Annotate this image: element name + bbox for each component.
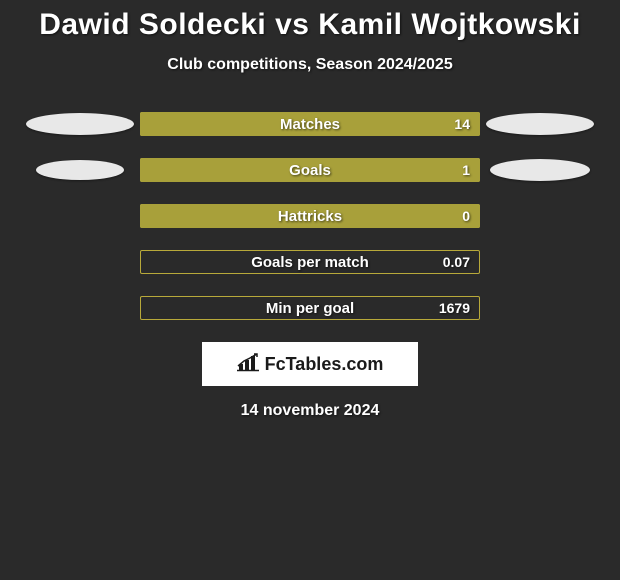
stat-row: Matches14 [0, 112, 620, 136]
stat-bar: Hattricks0 [140, 204, 480, 228]
stats-area: Matches14 Goals1 Hattricks0 Goals per match… [0, 112, 620, 320]
stat-label: Hattricks [140, 204, 480, 228]
left-ellipse-wrap [20, 113, 140, 135]
stat-row: Min per goal1679 [0, 296, 620, 320]
left-ellipse [26, 113, 134, 135]
stat-value: 1679 [439, 296, 470, 320]
stat-value: 0 [462, 204, 470, 228]
stat-bar: Goals per match0.07 [140, 250, 480, 274]
stat-row: Goals per match0.07 [0, 250, 620, 274]
stat-row: Goals1 [0, 158, 620, 182]
bar-chart-icon [237, 352, 261, 377]
stat-label: Min per goal [140, 296, 480, 320]
stat-value: 14 [454, 112, 470, 136]
stat-bar: Goals1 [140, 158, 480, 182]
stat-value: 1 [462, 158, 470, 182]
right-ellipse-wrap [480, 159, 600, 181]
right-ellipse [486, 113, 594, 135]
right-ellipse-wrap [480, 113, 600, 135]
stat-bar: Matches14 [140, 112, 480, 136]
left-ellipse [36, 160, 124, 180]
page-title: Dawid Soldecki vs Kamil Wojtkowski [0, 8, 620, 42]
stat-row: Hattricks0 [0, 204, 620, 228]
stat-label: Matches [140, 112, 480, 136]
date-text: 14 november 2024 [0, 402, 620, 420]
stat-label: Goals [140, 158, 480, 182]
logo-label: FcTables.com [265, 354, 384, 375]
stat-bar: Min per goal1679 [140, 296, 480, 320]
stat-value: 0.07 [443, 250, 470, 274]
subtitle: Club competitions, Season 2024/2025 [0, 56, 620, 74]
right-ellipse [490, 159, 590, 181]
comparison-infographic: Dawid Soldecki vs Kamil Wojtkowski Club … [0, 0, 620, 420]
logo-box: FcTables.com [202, 342, 418, 386]
left-ellipse-wrap [20, 160, 140, 180]
logo-text: FcTables.com [237, 352, 384, 377]
stat-label: Goals per match [140, 250, 480, 274]
